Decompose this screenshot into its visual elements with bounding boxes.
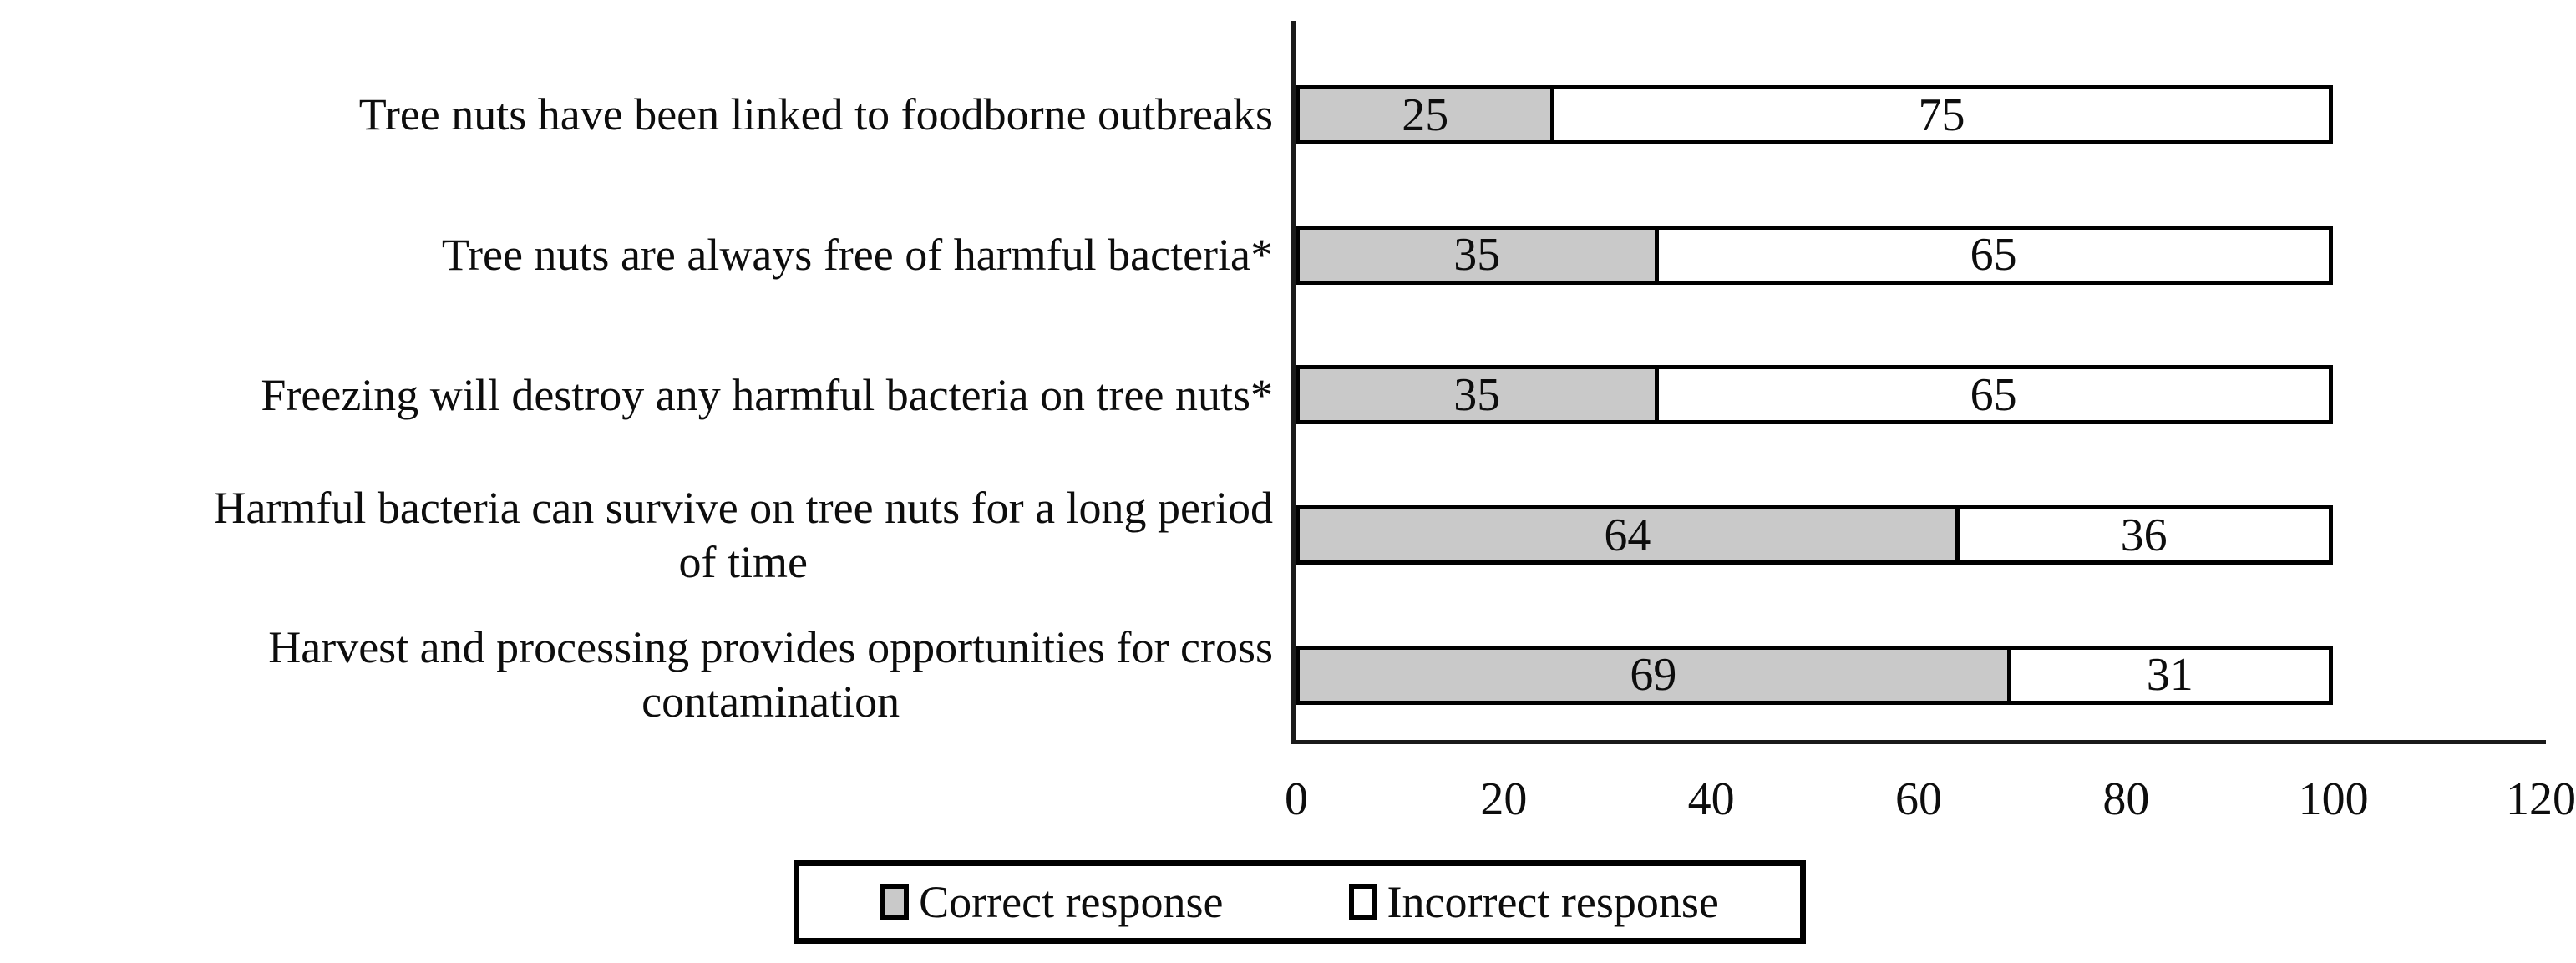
x-axis-ticks: 0 20 40 60 80 100 120 bbox=[1285, 773, 2576, 831]
segment-value-label: 31 bbox=[2146, 649, 2193, 702]
correct-segment: 69 bbox=[1296, 645, 2011, 705]
incorrect-segment: 31 bbox=[2011, 645, 2333, 705]
x-tick-label: 0 bbox=[1285, 773, 1308, 825]
category-label: Harvest and processing provides opportun… bbox=[268, 622, 1273, 727]
x-tick-label: 40 bbox=[1687, 773, 1735, 825]
incorrect-segment: 65 bbox=[1658, 365, 2333, 425]
category-label-cell: Harmful bacteria can survive on tree nut… bbox=[0, 481, 1286, 590]
x-tick-label: 60 bbox=[1895, 773, 1942, 825]
incorrect-segment: 65 bbox=[1658, 225, 2333, 285]
category-row: Harmful bacteria can survive on tree nut… bbox=[0, 465, 2576, 606]
plot-rows: Tree nuts have been linked to foodborne … bbox=[0, 45, 2576, 745]
y-axis-line bbox=[1291, 21, 1296, 744]
segment-value-label: 35 bbox=[1453, 368, 1501, 421]
x-tick-label: 120 bbox=[2506, 773, 2576, 825]
category-label-cell: Tree nuts are always free of harmful bac… bbox=[0, 228, 1286, 282]
bar-track: 35 65 bbox=[1296, 365, 2540, 425]
correct-segment: 35 bbox=[1296, 225, 1659, 285]
legend-item-incorrect: Incorrect response bbox=[1348, 876, 1719, 928]
correct-response-swatch-icon bbox=[880, 884, 910, 920]
legend-item-correct: Correct response bbox=[880, 876, 1224, 928]
legend: Correct response Incorrect response bbox=[794, 860, 1806, 944]
bar-track: 25 75 bbox=[1296, 85, 2540, 145]
segment-value-label: 64 bbox=[1604, 509, 1651, 561]
category-label-cell: Tree nuts have been linked to foodborne … bbox=[0, 88, 1286, 142]
segment-value-label: 35 bbox=[1453, 229, 1501, 281]
category-label: Harmful bacteria can survive on tree nut… bbox=[213, 482, 1273, 587]
x-tick-label: 80 bbox=[2102, 773, 2150, 825]
category-row: Tree nuts are always free of harmful bac… bbox=[0, 185, 2576, 326]
segment-value-label: 25 bbox=[1402, 89, 1449, 141]
x-tick-label: 100 bbox=[2298, 773, 2369, 825]
segment-value-label: 65 bbox=[1970, 229, 2017, 281]
category-row: Harvest and processing provides opportun… bbox=[0, 605, 2576, 745]
segment-value-label: 65 bbox=[1970, 368, 2017, 421]
category-label-cell: Freezing will destroy any harmful bacter… bbox=[0, 368, 1286, 423]
x-tick-label: 20 bbox=[1480, 773, 1528, 825]
correct-segment: 64 bbox=[1296, 505, 1960, 565]
incorrect-segment: 36 bbox=[1959, 505, 2333, 565]
category-row: Tree nuts have been linked to foodborne … bbox=[0, 45, 2576, 185]
category-label-cell: Harvest and processing provides opportun… bbox=[0, 621, 1286, 729]
legend-label-correct: Correct response bbox=[919, 877, 1224, 927]
segment-value-label: 69 bbox=[1630, 649, 1677, 702]
x-axis-line bbox=[1291, 740, 2546, 744]
category-label: Freezing will destroy any harmful bacter… bbox=[261, 369, 1273, 420]
bar-track: 64 36 bbox=[1296, 505, 2540, 565]
correct-segment: 25 bbox=[1296, 85, 1555, 145]
category-label: Tree nuts have been linked to foodborne … bbox=[358, 89, 1273, 140]
bar-track: 35 65 bbox=[1296, 225, 2540, 285]
incorrect-segment: 75 bbox=[1554, 85, 2333, 145]
incorrect-response-swatch-icon bbox=[1348, 884, 1377, 920]
category-row: Freezing will destroy any harmful bacter… bbox=[0, 325, 2576, 465]
bar-track: 69 31 bbox=[1296, 645, 2540, 705]
segment-value-label: 36 bbox=[2120, 509, 2168, 561]
correct-segment: 35 bbox=[1296, 365, 1659, 425]
category-label: Tree nuts are always free of harmful bac… bbox=[441, 229, 1273, 280]
legend-label-incorrect: Incorrect response bbox=[1387, 877, 1719, 927]
segment-value-label: 75 bbox=[1918, 89, 1965, 141]
